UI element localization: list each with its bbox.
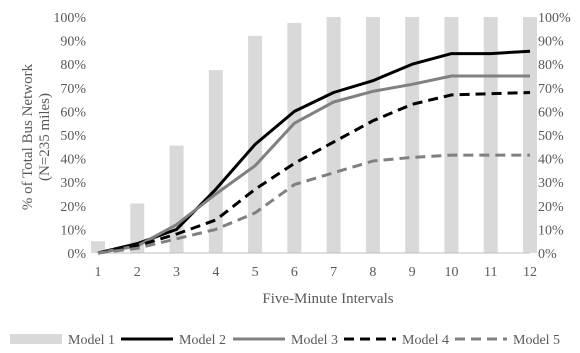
bar-model-1-4	[208, 70, 223, 253]
legend-model-3-label: Model 3	[291, 333, 338, 348]
y2-tick-label: 60%	[538, 105, 564, 120]
y-tick-label: 40%	[60, 153, 86, 168]
bar-model-1-7	[326, 17, 341, 253]
y2-tick-label: 30%	[538, 176, 564, 191]
y2-tick-label: 80%	[538, 58, 564, 73]
y-tick-label: 70%	[60, 82, 86, 97]
y-tick-label: 60%	[60, 105, 86, 120]
legend-model-1-label: Model 1	[68, 333, 115, 348]
x-tick-label: 4	[212, 265, 219, 280]
legend: Model 1 Model 2 Model 3 Model 4 Model 5	[10, 333, 560, 348]
line-series-group	[97, 49, 531, 255]
bar-model-1-9	[405, 17, 420, 253]
y-axis-right: 0% 10% 20% 30% 40% 50% 60% 70% 80% 90% 100%	[538, 11, 571, 262]
legend-model-2-label: Model 2	[179, 333, 226, 348]
y2-tick-label: 100%	[538, 11, 571, 26]
y-tick-label: 100%	[53, 11, 86, 26]
y-tick-label: 30%	[60, 176, 86, 191]
x-tick-label: 3	[173, 265, 180, 280]
x-tick-label: 1	[95, 265, 102, 280]
y2-tick-label: 50%	[538, 129, 564, 144]
y2-tick-label: 70%	[538, 82, 564, 97]
y2-tick-label: 40%	[538, 153, 564, 168]
x-tick-label: 10	[444, 265, 458, 280]
y-axis-label: % of Total Bus Network(N=235 miles)	[20, 63, 53, 210]
line-model-2	[97, 49, 531, 255]
y-tick-label: 0%	[67, 247, 86, 262]
bar-model-1-6	[287, 22, 302, 254]
x-tick-label: 2	[134, 265, 141, 280]
line-model-4	[97, 91, 531, 255]
x-tick-label: 11	[484, 265, 497, 280]
line-model-5	[97, 153, 530, 255]
legend-model-5-label: Model 5	[513, 333, 560, 348]
y2-tick-label: 0%	[538, 247, 557, 262]
y-axis-left: 0% 10% 20% 30% 40% 50% 60% 70% 80% 90% 100%	[53, 11, 86, 262]
y-tick-label: 10%	[60, 223, 86, 238]
y-axis-label-line: % of Total Bus Network	[20, 63, 36, 210]
y2-tick-label: 10%	[538, 223, 564, 238]
y-tick-label: 80%	[60, 58, 86, 73]
x-tick-label: 9	[409, 265, 416, 280]
y2-tick-label: 20%	[538, 200, 564, 215]
y2-tick-label: 90%	[538, 35, 564, 50]
x-tick-label: 12	[523, 265, 537, 280]
x-tick-label: 6	[291, 265, 298, 280]
bar-model-1-1	[91, 241, 105, 253]
y-tick-label: 90%	[60, 35, 86, 50]
x-tick-label: 8	[369, 265, 376, 280]
x-tick-labels: 1 2 3 4 5 6 7 8 9 10 11 12	[95, 265, 538, 280]
legend-model-4-label: Model 4	[402, 333, 449, 348]
y-axis-label-line: (N=235 miles)	[37, 93, 53, 181]
x-tick-label: 7	[330, 265, 337, 280]
bar-model-1-2	[130, 203, 145, 253]
y-tick-label: 50%	[60, 129, 86, 144]
bar-model-1-8	[365, 17, 380, 253]
line-model-3	[97, 74, 530, 255]
x-axis-label: Five-Minute Intervals	[262, 291, 393, 307]
y-tick-label: 20%	[60, 200, 86, 215]
legend-model-1-swatch	[10, 334, 62, 344]
x-tick-label: 5	[252, 265, 259, 280]
